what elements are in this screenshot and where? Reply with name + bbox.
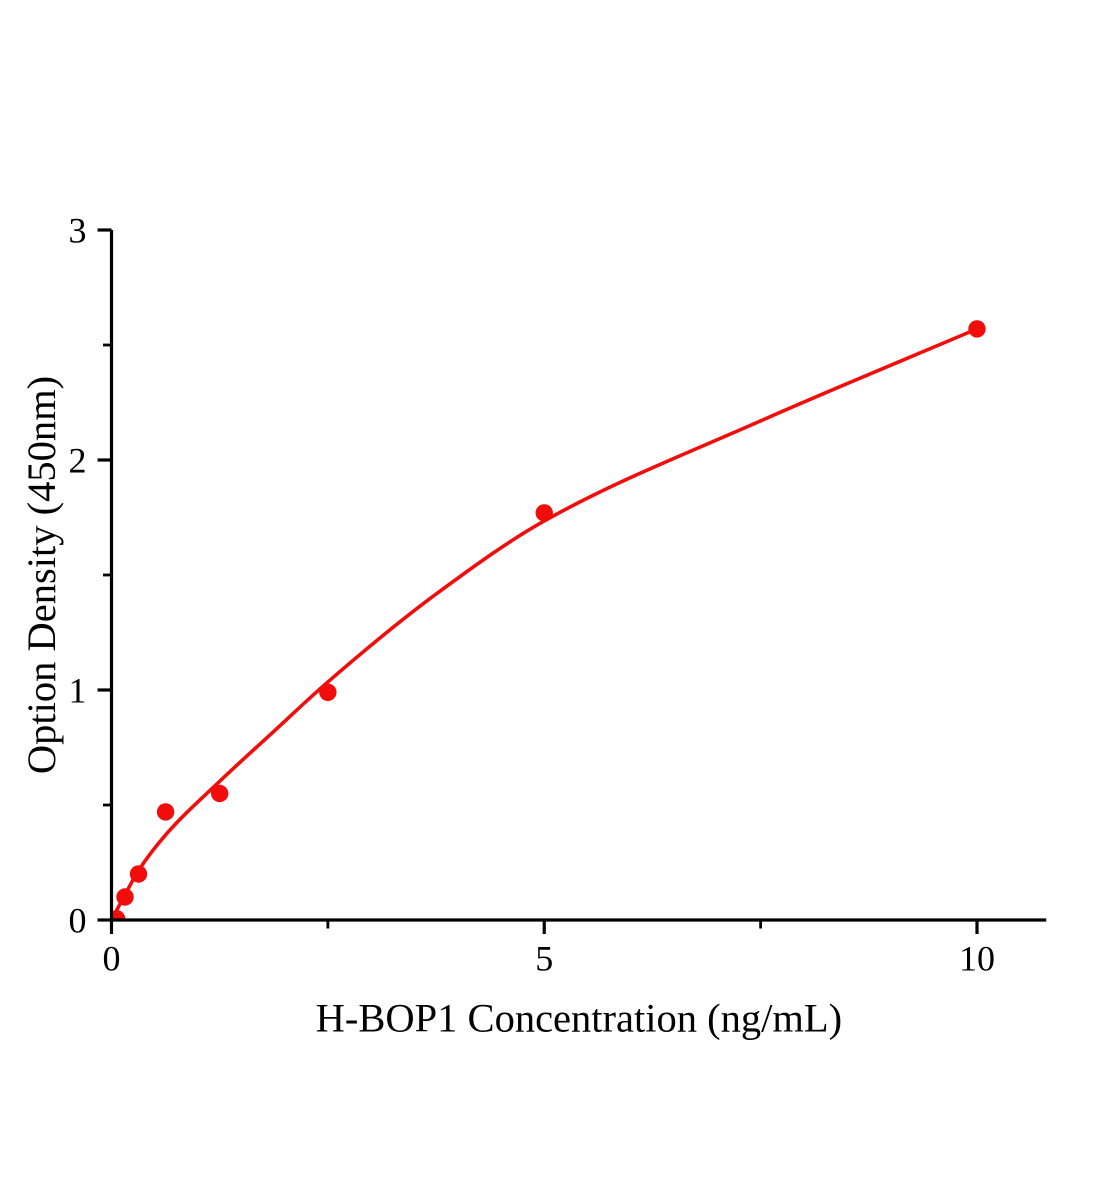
x-tick-label-0: 0	[103, 939, 121, 979]
y-axis-title: Option Density (450nm)	[19, 376, 64, 774]
tick-label-layer: 0 5 10 0 1 2 3	[69, 211, 996, 979]
data-point	[968, 320, 986, 338]
y-tick-label-1: 1	[69, 671, 87, 711]
x-tick-label-10: 10	[959, 939, 995, 979]
x-tick-label-5: 5	[535, 939, 553, 979]
y-tick-label-0: 0	[69, 901, 87, 941]
data-point	[129, 865, 148, 883]
data-point	[156, 803, 175, 821]
data-point	[319, 683, 337, 701]
data-point	[116, 888, 134, 906]
x-axis-title: H-BOP1 Concentration (ng/mL)	[316, 996, 842, 1041]
axis-layer	[97, 228, 1047, 934]
data-layer	[111, 320, 986, 920]
y-tick-label-3: 3	[69, 211, 87, 251]
data-point	[111, 910, 126, 920]
y-tick-label-2: 2	[69, 441, 87, 481]
data-point	[210, 784, 229, 803]
fit-curve	[111, 327, 979, 920]
data-point	[535, 504, 553, 522]
